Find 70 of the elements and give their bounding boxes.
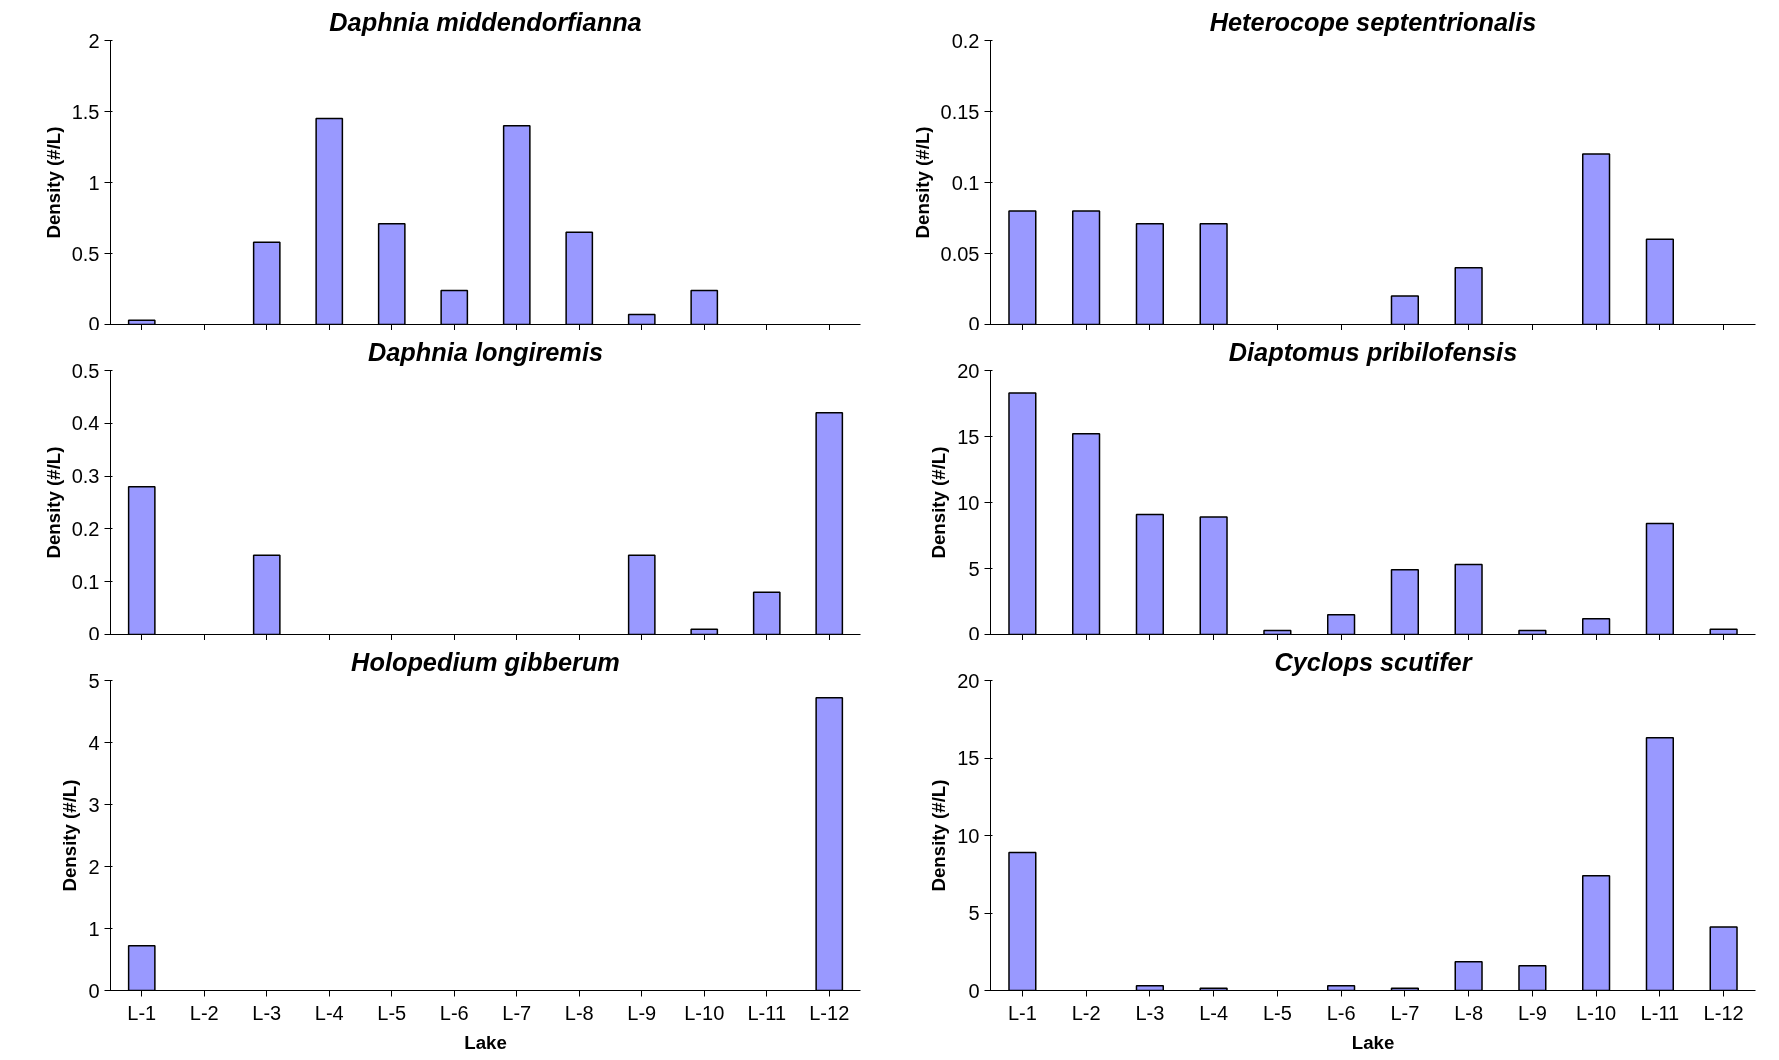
chart-title: Heterocope septentrionalis (1209, 7, 1537, 36)
x-tick-label: L-2 (1071, 1001, 1101, 1024)
y-tick-label: 15 (957, 747, 980, 769)
x-tick-label: L-11 (747, 1001, 787, 1024)
y-tick-label: 0.4 (71, 412, 100, 435)
x-tick-label: L-7 (502, 1001, 532, 1024)
y-tick-label: 0.05 (940, 242, 980, 265)
y-tick-label: 0 (88, 979, 100, 1002)
x-axis-title: Lake (1351, 1031, 1395, 1053)
y-tick-label: 2 (88, 855, 100, 878)
y-tick-label: 1.5 (71, 100, 100, 123)
y-tick-label: 2 (88, 29, 100, 52)
y-tick-label: 4 (88, 731, 100, 754)
y-tick-label: 10 (957, 491, 980, 514)
x-tick-label: L-1 (127, 1001, 157, 1024)
x-tick-label: L-12 (809, 1001, 850, 1024)
x-tick-label: L-4 (314, 1001, 344, 1024)
x-tick-label: L-8 (1454, 1001, 1484, 1024)
y-axis-title: Density (#/L) (59, 779, 81, 892)
x-tick-label: L-3 (252, 1001, 282, 1024)
y-tick-label: 0 (88, 622, 100, 645)
y-tick-label: 0 (968, 622, 980, 645)
y-tick-label: 0.5 (71, 359, 100, 382)
y-tick-label: 1 (88, 917, 100, 940)
y-tick-label: 5 (968, 902, 980, 924)
x-tick-label: L-6 (1326, 1001, 1356, 1024)
x-tick-label: L-4 (1199, 1001, 1229, 1024)
x-tick-label: L-8 (564, 1001, 594, 1024)
y-tick-label: 0 (88, 312, 100, 335)
y-axis-title: Density (#/L) (42, 126, 64, 239)
y-tick-label: 0.2 (71, 517, 100, 540)
y-axis-title: Density (#/L) (928, 779, 950, 892)
y-tick-label: 0.3 (71, 465, 100, 488)
x-tick-label: L-1 (1007, 1001, 1037, 1024)
x-tick-label: L-11 (1640, 1001, 1680, 1024)
chart-title: Holopedium gibberum (351, 647, 620, 676)
x-tick-label: L-12 (1703, 1001, 1744, 1024)
y-tick-label: 15 (957, 425, 980, 448)
chart-title: Diaptomus pribilofensis (1228, 337, 1518, 366)
x-tick-label: L-3 (1135, 1001, 1165, 1024)
y-tick-label: 0 (968, 312, 980, 335)
x-tick-label: L-6 (439, 1001, 469, 1024)
y-tick-label: 5 (968, 557, 980, 580)
y-axis-title: Density (#/L) (911, 126, 933, 239)
x-axis-title: Lake (464, 1031, 507, 1053)
y-tick-label: 10 (957, 824, 980, 847)
x-tick-label: L-5 (377, 1001, 407, 1024)
x-tick-label: L-10 (1576, 1001, 1617, 1024)
y-tick-label: 0.1 (71, 570, 100, 593)
chart-title: Cyclops scutifer (1274, 647, 1473, 676)
x-tick-label: L-9 (1517, 1001, 1547, 1024)
y-tick-label: 0.5 (71, 242, 100, 265)
x-tick-label: L-10 (684, 1001, 725, 1024)
y-tick-label: 20 (957, 669, 980, 692)
x-tick-label: L-2 (189, 1001, 219, 1024)
y-tick-label: 0 (968, 979, 980, 1002)
y-tick-label: 5 (88, 669, 100, 692)
x-tick-label: L-7 (1390, 1001, 1420, 1024)
y-axis-title: Density (#/L) (42, 446, 64, 559)
y-tick-label: 20 (957, 359, 980, 382)
chart-title: Daphnia longiremis (367, 337, 604, 366)
x-tick-label: L-5 (1262, 1001, 1292, 1024)
y-tick-label: 0.2 (951, 29, 980, 52)
chart-title: Daphnia middendorfianna (329, 7, 642, 36)
y-tick-label: 1 (88, 171, 100, 194)
y-tick-label: 0.15 (940, 100, 980, 123)
y-tick-label: 0.1 (951, 171, 980, 194)
x-tick-label: L-9 (627, 1001, 657, 1024)
y-tick-label: 3 (88, 793, 100, 816)
y-axis-title: Density (#/L) (928, 446, 950, 559)
